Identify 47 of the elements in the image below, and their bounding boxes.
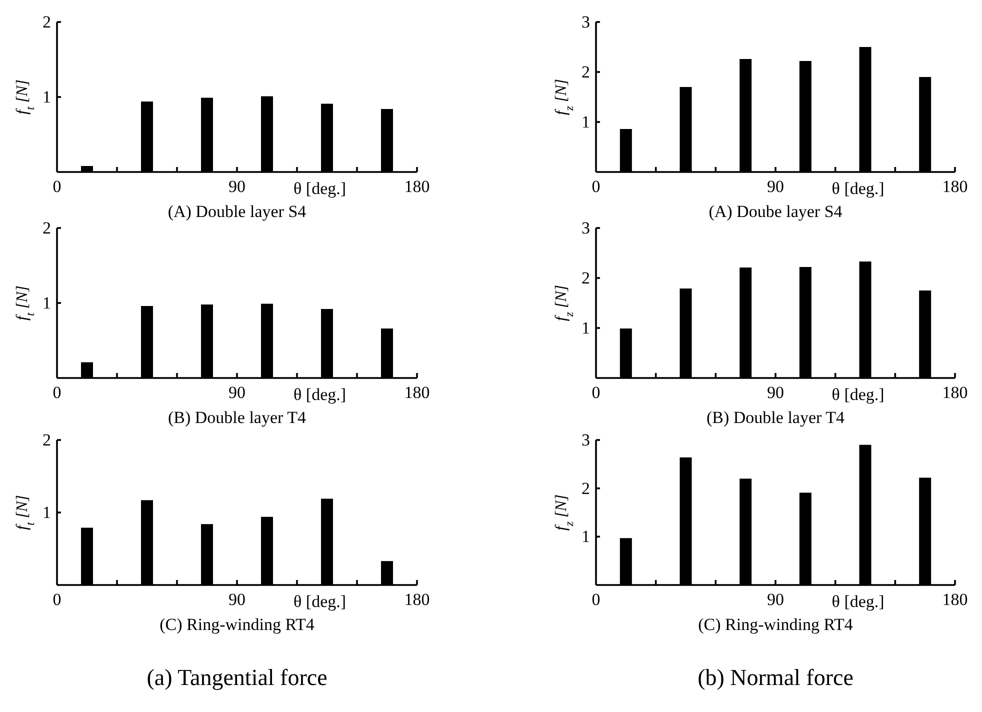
text: (a) Tangential force <box>146 665 328 690</box>
x-tick-label: 0 <box>52 177 62 196</box>
y-tick-label: 2 <box>582 478 590 498</box>
y-tick-label: 3 <box>582 430 590 450</box>
text: (B) Double layer T4 <box>168 408 306 427</box>
x-tick-label: 180 <box>404 590 430 610</box>
x-tick-label: 180 <box>404 383 430 402</box>
x-tick-label: 90 <box>767 383 784 402</box>
y-tick-label: 2 <box>582 268 590 288</box>
x-axis-title: θ [deg.] <box>294 385 346 404</box>
x-tick-label: 0 <box>592 383 600 402</box>
text: (C) Ring-winding RT4 <box>698 615 854 634</box>
x-tick-label: 90 <box>767 590 784 610</box>
x-axis-title: θ [deg.] <box>832 385 884 404</box>
y-tick-label: 1 <box>42 502 51 522</box>
y-tick-label: 1 <box>582 318 590 338</box>
text: (C) Ring-winding RT4 <box>160 615 315 634</box>
x-tick-label: 90 <box>767 177 784 196</box>
y-tick-label: 1 <box>42 87 51 106</box>
y-tick-label: 2 <box>582 62 590 82</box>
y-tick-label: 1 <box>582 112 590 132</box>
y-tick-label: 1 <box>42 293 51 312</box>
x-axis-title: θ [deg.] <box>832 592 884 611</box>
text: (A) Double layer S4 <box>168 202 307 221</box>
x-tick-label: 0 <box>592 590 600 610</box>
x-tick-label: 0 <box>592 177 600 196</box>
x-tick-label: 180 <box>942 383 968 402</box>
text: (A) Doube layer S4 <box>708 202 843 221</box>
x-axis-title: θ [deg.] <box>832 179 884 198</box>
x-tick-label: 90 <box>228 590 246 610</box>
x-tick-label: 180 <box>942 590 968 610</box>
x-tick-label: 90 <box>228 177 246 196</box>
y-tick-label: 2 <box>42 12 51 32</box>
x-tick-label: 0 <box>52 383 62 402</box>
x-tick-label: 90 <box>228 383 246 402</box>
y-tick-label: 3 <box>582 12 590 32</box>
x-axis-title: θ [deg.] <box>294 179 346 198</box>
text: (b) Normal force <box>698 665 854 690</box>
y-tick-label: 2 <box>42 430 51 450</box>
x-tick-label: 180 <box>942 177 968 196</box>
text: (B) Double layer T4 <box>706 408 845 427</box>
y-tick-label: 1 <box>582 527 590 546</box>
x-tick-label: 0 <box>52 590 62 610</box>
y-tick-label: 3 <box>582 218 590 238</box>
y-tick-label: 2 <box>42 218 51 238</box>
x-tick-label: 180 <box>404 177 430 196</box>
x-axis-title: θ [deg.] <box>294 592 346 611</box>
